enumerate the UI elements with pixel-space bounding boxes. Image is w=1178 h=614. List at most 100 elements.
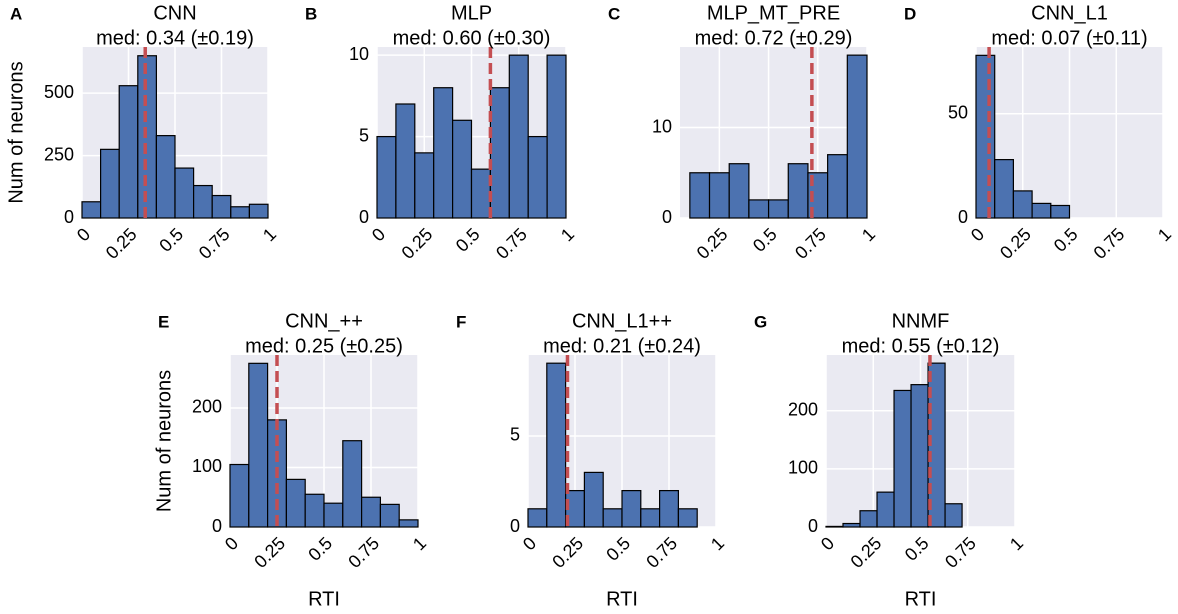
bar: [621, 489, 642, 528]
bar: [1050, 204, 1071, 219]
panel: 0 100 200 0 0.25 0.5 0.75 1 CNN_++ med: 0.25 (±0.…: [153, 310, 430, 610]
bar: [602, 508, 623, 528]
panel-subtitle: med: 0.72 (±0.29): [695, 27, 853, 49]
x-tick-label: 0.25: [398, 224, 437, 263]
panel-letter: G: [754, 312, 767, 331]
y-tick-label: 5: [510, 425, 520, 445]
bar: [1012, 190, 1033, 219]
panel-subtitle: med: 0.25 (±0.25): [245, 335, 403, 357]
bar: [470, 168, 491, 219]
bar: [910, 384, 929, 528]
bar: [229, 463, 250, 528]
x-tick-label: 1: [1006, 533, 1027, 554]
bar: [323, 502, 344, 528]
x-tick-label: 1: [557, 224, 578, 245]
panel-letter: B: [305, 4, 317, 23]
bar: [285, 478, 306, 528]
bar: [846, 54, 868, 219]
bar: [174, 167, 195, 219]
x-tick-label: 0: [519, 533, 540, 554]
bar: [825, 525, 844, 528]
bar: [994, 159, 1015, 219]
bar: [395, 103, 416, 219]
panel: 0 250 500 0 0.25 0.5 0.75 1 CNN med: 0.34 (±0.19)…: [5, 2, 280, 263]
x-axis-label: RTI: [905, 588, 937, 610]
panel: 0 10 0.25 0.5 0.75 1 MLP_MT_PRE med: 0.72 (±0.2…: [608, 2, 879, 263]
bar: [583, 471, 604, 528]
bar: [414, 152, 435, 219]
panel-letter: C: [608, 4, 620, 23]
x-tick-label: 0.5: [452, 224, 484, 256]
y-tick-label: 5: [359, 125, 369, 145]
bar: [248, 203, 269, 219]
x-tick-label: 1: [858, 224, 879, 245]
x-tick-label: 0.25: [996, 224, 1035, 263]
panel-subtitle: med: 0.60 (±0.30): [393, 27, 551, 49]
bar: [842, 522, 861, 528]
x-tick-label: 0.25: [102, 224, 141, 263]
y-axis-label: Num of neurons: [5, 61, 27, 203]
bar: [787, 163, 809, 219]
y-tick-label: 0: [64, 207, 74, 227]
panel: 0 5 0 0.25 0.5 0.75 1 CNN_L1++ med: 0.21 (±0.24)…: [456, 310, 728, 610]
bar: [508, 54, 529, 219]
bar: [893, 389, 912, 528]
panel: 0 5 10 0 0.25 0.5 0.75 1 MLP med: 0.60 (±0.30) B: [305, 2, 578, 263]
x-tick-label: 0.5: [901, 533, 933, 565]
panel-title: NNMF: [892, 310, 950, 332]
x-tick-label: 0.75: [1090, 224, 1129, 263]
bar: [546, 54, 567, 219]
bar: [118, 85, 139, 219]
bar: [304, 493, 325, 528]
x-tick-label: 0: [73, 224, 94, 245]
x-tick-label: 0: [221, 533, 242, 554]
bar: [658, 489, 679, 528]
y-tick-label: 500: [44, 82, 74, 102]
bar: [728, 163, 750, 219]
x-tick-label: 0.75: [941, 533, 980, 572]
bar: [546, 362, 567, 528]
x-tick-label: 0.75: [791, 224, 830, 263]
y-tick-label: 250: [44, 144, 74, 164]
y-tick-label: 50: [948, 102, 968, 122]
x-tick-label: 0: [817, 533, 838, 554]
x-axis-label: RTI: [606, 588, 638, 610]
x-tick-label: 0.75: [344, 533, 383, 572]
bar: [677, 508, 698, 528]
bar: [927, 362, 946, 528]
panel-subtitle: med: 0.21 (±0.24): [543, 335, 701, 357]
bar: [767, 199, 789, 219]
bar: [489, 87, 510, 219]
bar: [137, 55, 158, 219]
x-tick-label: 0.25: [548, 533, 587, 572]
panel-title: MLP: [451, 2, 492, 24]
bar: [379, 503, 400, 528]
bar: [708, 172, 730, 219]
x-tick-label: 0.5: [155, 224, 187, 256]
bar: [230, 206, 251, 219]
bar: [859, 510, 878, 528]
x-tick-label: 1: [1154, 224, 1175, 245]
bar: [944, 503, 963, 528]
y-tick-label: 200: [192, 397, 222, 417]
bar: [640, 508, 661, 528]
bar: [1031, 202, 1052, 219]
bar: [81, 201, 102, 219]
panel-letter: E: [158, 312, 169, 331]
y-tick-label: 0: [808, 516, 818, 536]
x-tick-label: 1: [259, 224, 280, 245]
bar: [827, 154, 848, 219]
panel-title: CNN_L1++: [572, 310, 672, 332]
bar: [398, 519, 419, 528]
x-tick-label: 1: [707, 533, 728, 554]
bar: [211, 194, 232, 219]
x-tick-label: 0.75: [195, 224, 234, 263]
x-tick-label: 1: [409, 533, 430, 554]
y-tick-label: 0: [958, 207, 968, 227]
bar: [193, 184, 213, 219]
y-tick-label: 100: [788, 458, 818, 478]
bar: [361, 496, 382, 528]
panel-subtitle: med: 0.55 (±0.12): [842, 335, 1000, 357]
panel-title: MLP_MT_PRE: [707, 2, 840, 24]
